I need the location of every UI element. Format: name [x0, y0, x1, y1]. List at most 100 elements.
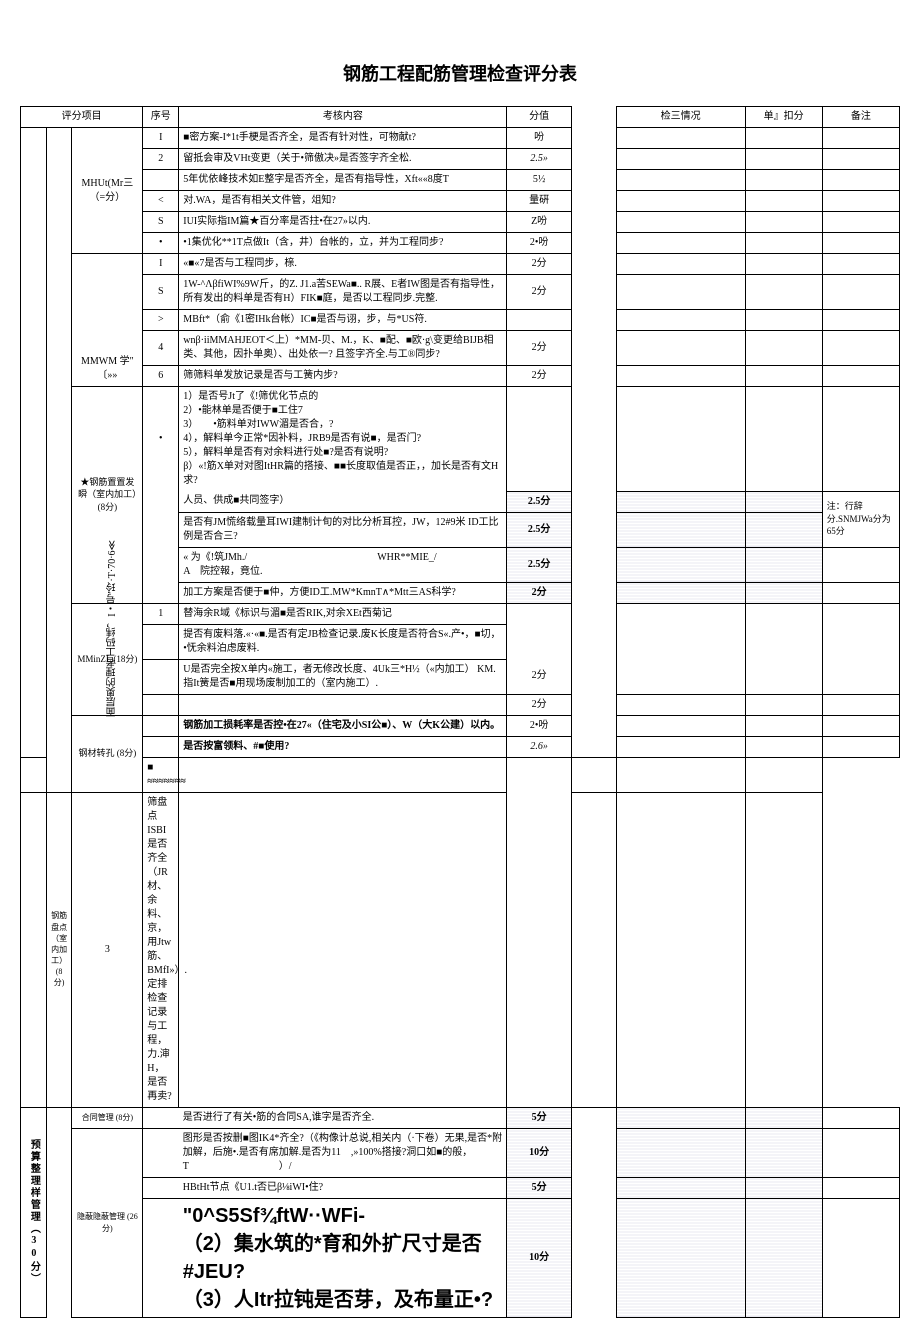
table-row: 5年优依峰技术如E整字是否齐全，是否有指导性，Xft««8度T 5½ — [21, 170, 900, 191]
content-cell: 1）是否号Jt了《!筛优化节点的2）•能林单是否便于■工住73） •筋料单对IW… — [179, 387, 507, 492]
score-cell: 2•吩 — [507, 715, 571, 736]
seq-cell: I — [143, 128, 179, 149]
col-seq: 序号 — [143, 107, 179, 128]
score-cell: 5½ — [507, 170, 571, 191]
seq-cell: I — [143, 254, 179, 275]
score-cell: 10分 — [507, 1198, 571, 1317]
content-cell: MBft*（俞《1密IHk台帐）IC■是否与诩，步，与*US符. — [179, 310, 507, 331]
score-cell: 2.5分 — [507, 512, 571, 547]
content-cell: 替海余R域《标识与湄■是否RIK,对余XEt西菊记 — [179, 603, 507, 624]
score-cell: 2.5分 — [507, 491, 571, 512]
content-cell: U是否完全按X单内«施工，者无修改长度、4Uk三*H½（«内加工） KM.指It… — [179, 659, 507, 694]
seq-cell: • — [143, 387, 179, 492]
content-cell: ■ ≈≈≈≈≈≈≈ — [143, 757, 179, 792]
content-cell: 提否有废料落.«·«■.是否有定JB检查记录.废K长度是否符合S«.产•，■切，… — [179, 624, 507, 659]
content-cell: wnβ·iiMMAHJEOT＜上）*MM-贝、M.，K、■配、■欧·g\变更给B… — [179, 331, 507, 366]
seq-cell: 3 — [72, 792, 143, 1107]
score-cell: 5分 — [507, 1107, 571, 1128]
content-cell: 钢筋加工损耗率是否控•在27«（住宅及小SI公■）、W（大K公建）以内。 — [179, 715, 507, 736]
content-cell: 1W-^ΛβfiWI%9W斤，的Z. J1.a苦SEWa■.. R展、E者IW图… — [179, 275, 507, 310]
score-cell: 2.5分 — [507, 547, 571, 582]
table-row: U是否完全按X单内«施工，者无修改长度、4Uk三*H½（«内加工） KM.指It… — [21, 659, 900, 694]
cat3-cell: MMWM 学" 〔»» — [72, 254, 143, 387]
table-row: S 1W-^ΛβfiWI%9W斤，的Z. J1.a苦SEWa■.. R展、E者I… — [21, 275, 900, 310]
table-row: MMWM 学" 〔»» I «■«7是否与工程同步，榇. 2分 — [21, 254, 900, 275]
page-title: 钢筋工程配筋管理检查评分表 — [20, 60, 900, 86]
content-cell: IUI实际指IM篇★百分率是否拄•在27»以内. — [179, 212, 507, 233]
score-cell: 10分 — [507, 1128, 571, 1177]
seq-cell: 6 — [143, 366, 179, 387]
table-row: 人员、供成■共同签字） 2.5分 注：行辞分.SNMJWa分为65分 — [21, 491, 900, 512]
table-row: 钢筋盘点（室内加工）(8分) 3 筛盘点ISBI是否齐全（JR材、余料、京，用J… — [21, 792, 900, 1107]
table-row: 提否有废料落.«·«■.是否有定JB检查记录.废K长度是否符合S«.产•，■切，… — [21, 624, 900, 659]
content-cell: 是否按富领料、#■使用? — [179, 736, 507, 757]
score-cell — [507, 310, 571, 331]
table-row: 2 留抵会审及VHt变更（关于•筛傲决»是否签字齐全松. 2.5» — [21, 149, 900, 170]
content-cell — [179, 694, 507, 715]
score-cell: 2分 — [507, 275, 571, 310]
table-row: > MBft*（俞《1密IHk台帐）IC■是否与诩，步，与*US符. — [21, 310, 900, 331]
seq-cell: S — [143, 212, 179, 233]
table-row: 是否有JM慌络载量耳IWI建制计旬的对比分析耳控，JW，12#9米 ID工比例是… — [21, 512, 900, 547]
content-cell: "0^S5Sf¾ftW··WFi-（2）集水筑的*育和外扩尺寸是否#JEU?（3… — [179, 1198, 507, 1317]
score-cell: 2分 — [507, 331, 571, 366]
table-row: 加工方案是否便于■仲，方便ID工.MW*KmnT∧*Mtt三AS科学? 2分 — [21, 582, 900, 603]
content-cell: 是否有JM慌络载量耳IWI建制计旬的对比分析耳控，JW，12#9米 ID工比例是… — [179, 512, 507, 547]
col-deduct: 单』扣分 — [745, 107, 822, 128]
table-row: < 对.WA，是否有相关文件管，俎知? 量硏 — [21, 191, 900, 212]
seq-cell: < — [143, 191, 179, 212]
score-cell: 吩 — [507, 128, 571, 149]
cat3-cell: MHUt(Mr三（=分） — [72, 128, 143, 254]
score-cell: 2分 — [507, 366, 571, 387]
table-row: MMinZL (18分) 1 替海余R域《标识与湄■是否RIK,对余XEt西菊记 — [21, 603, 900, 624]
remark-cell: 注：行辞分.SNMJWa分为65分 — [822, 491, 899, 547]
score-cell: 量硏 — [507, 191, 571, 212]
content-cell: 人员、供成■共同签字） — [179, 491, 507, 512]
score-cell: 2分 — [507, 659, 571, 694]
seq-cell — [143, 170, 179, 191]
score-cell: 2.5» — [507, 149, 571, 170]
table-row: 2分 — [21, 694, 900, 715]
table-row: 钢材转孔 (8分) 钢筋加工损耗率是否控•在27«（住宅及小SI公■）、W（大K… — [21, 715, 900, 736]
table-row: HBtHt节点《U1.t否已β⅛iWI•住? 5分 — [21, 1177, 900, 1198]
table-row: ■ ≈≈≈≈≈≈≈ — [21, 757, 900, 792]
content-cell: ■密方案-I*1t手梗是否齐全，是否有针对性，可物献t? — [179, 128, 507, 149]
table-row: S IUI实际指IM篇★百分率是否拄•在27»以内. Z吩 — [21, 212, 900, 233]
score-cell: 2.6» — [507, 736, 571, 757]
content-cell: 是否进行了有关•筋的合同SA,谁字是否齐全. — [179, 1107, 507, 1128]
seq-cell: S — [143, 275, 179, 310]
cat3-cell: 合同管理 (8分) — [72, 1107, 143, 1128]
table-row: MHUt(Mr三（=分） I ■密方案-I*1t手梗是否齐全，是否有针对性，可物… — [21, 128, 900, 149]
seq-cell: • — [143, 233, 179, 254]
content-cell: 对.WA，是否有相关文件管，俎知? — [179, 191, 507, 212]
table-row: 是否按富领料、#■使用? 2.6» — [21, 736, 900, 757]
content-cell: « 为《!筑JMh./ WHR**MIE_/A 院控報，竟位. — [179, 547, 507, 582]
sidebar-vertical-label: 面层奥的理者工码纬，I・号'玲·T·70·6≪ — [105, 540, 120, 717]
content-cell: 留抵会审及VHt变更（关于•筛傲决»是否签字齐全松. — [179, 149, 507, 170]
col-eval: 评分项目 — [21, 107, 143, 128]
col-remark: 备注 — [822, 107, 899, 128]
table-row: 4 wnβ·iiMMAHJEOT＜上）*MM-贝、M.，K、■配、■欧·g\变更… — [21, 331, 900, 366]
table-row: 预算整理样管理（30分） 合同管理 (8分) 是否进行了有关•筋的合同SA,谁字… — [21, 1107, 900, 1128]
score-cell: 2分 — [507, 582, 571, 603]
content-cell: 图形是否按删■图IK4*齐全?（《构像计总说,相关内（·下卷）无果,是否*附加解… — [179, 1128, 507, 1177]
header-row: 评分项目 序号 考核内容 分值 检三情况 单』扣分 备注 — [21, 107, 900, 128]
cat3-cell: 钢材转孔 (8分) — [72, 715, 143, 792]
col-score: 分值 — [507, 107, 571, 128]
table-row: ★钢筋置置发瞬（室内加工）(8分) • 1）是否号Jt了《!筛优化节点的2）•能… — [21, 387, 900, 492]
seq-cell: 1 — [143, 603, 179, 624]
scoring-table: 评分项目 序号 考核内容 分值 检三情况 单』扣分 备注 MHUt(Mr三（=分… — [20, 106, 900, 1318]
score-cell: 2分 — [507, 694, 571, 715]
table-row: 隐蔽隐蔽管理 (26分) 图形是否按删■图IK4*齐全?（《构像计总说,相关内（… — [21, 1128, 900, 1177]
score-cell: 2•吩 — [507, 233, 571, 254]
seq-cell: 2 — [143, 149, 179, 170]
content-cell: 5年优依峰技术如E整字是否齐全，是否有指导性，Xft««8度T — [179, 170, 507, 191]
score-cell: 5分 — [507, 1177, 571, 1198]
cat1-cell: 预算整理样管理（30分） — [21, 1107, 47, 1317]
seq-cell: 4 — [143, 331, 179, 366]
score-cell: Z吩 — [507, 212, 571, 233]
col-gap — [571, 107, 616, 128]
table-row: « 为《!筑JMh./ WHR**MIE_/A 院控報，竟位. 2.5分 — [21, 547, 900, 582]
content-cell: 筛筛料单发放记录是否与工簧内步? — [179, 366, 507, 387]
table-row: • •1集优化**1T点做It（含，井）台帐的，立，并为工程同步? 2•吩 — [21, 233, 900, 254]
